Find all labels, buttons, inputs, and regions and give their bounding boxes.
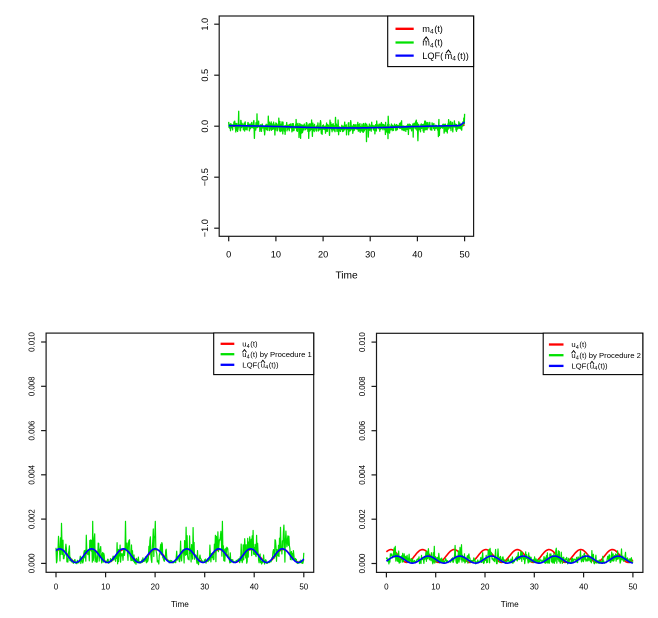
svg-text:4: 4 [452, 55, 456, 62]
svg-text:−1.0: −1.0 [200, 219, 210, 237]
svg-text:4: 4 [576, 356, 579, 362]
svg-text:20: 20 [318, 249, 328, 259]
svg-text:(t)): (t)) [269, 361, 279, 370]
svg-text:4: 4 [247, 355, 250, 361]
svg-text:LQF(: LQF( [242, 361, 260, 370]
svg-text:u: u [590, 362, 594, 371]
svg-text:50: 50 [628, 583, 637, 592]
svg-text:0.008: 0.008 [358, 376, 367, 396]
svg-text:m: m [422, 38, 430, 48]
svg-text:1.0: 1.0 [200, 18, 210, 31]
svg-text:20: 20 [481, 583, 490, 592]
svg-text:50: 50 [299, 583, 308, 592]
svg-text:10: 10 [431, 583, 440, 592]
svg-text:(t): (t) [434, 38, 443, 48]
svg-text:LQF(: LQF( [571, 362, 589, 371]
svg-text:(t)): (t)) [457, 51, 469, 61]
svg-text:4: 4 [247, 344, 250, 350]
svg-text:4: 4 [594, 366, 597, 372]
svg-text:m: m [445, 51, 453, 61]
svg-text:0.004: 0.004 [358, 464, 367, 484]
svg-text:0: 0 [226, 249, 231, 259]
svg-text:50: 50 [459, 249, 469, 259]
svg-text:m: m [422, 24, 430, 34]
svg-text:0.006: 0.006 [28, 420, 37, 440]
svg-text:u: u [242, 340, 246, 349]
svg-text:0: 0 [54, 583, 59, 592]
svg-text:0.010: 0.010 [358, 332, 367, 352]
svg-text:(t): (t) [250, 340, 258, 349]
svg-text:0.000: 0.000 [28, 553, 37, 573]
svg-text:30: 30 [200, 583, 209, 592]
svg-text:(t): (t) [434, 24, 443, 34]
svg-text:0: 0 [384, 583, 389, 592]
svg-text:0.000: 0.000 [358, 553, 367, 573]
svg-text:10: 10 [101, 583, 110, 592]
svg-text:30: 30 [530, 583, 539, 592]
svg-text:30: 30 [365, 249, 375, 259]
svg-text:10: 10 [271, 249, 281, 259]
svg-text:u: u [571, 340, 575, 349]
svg-text:u: u [261, 361, 265, 370]
svg-text:0.002: 0.002 [28, 509, 37, 529]
svg-text:(t)): (t)) [598, 362, 608, 371]
svg-text:0.0: 0.0 [200, 120, 210, 133]
svg-text:(t) by Procedure 1: (t) by Procedure 1 [250, 350, 312, 359]
svg-text:40: 40 [250, 583, 259, 592]
svg-text:0.5: 0.5 [200, 69, 210, 82]
svg-text:Time: Time [501, 600, 519, 609]
svg-text:−0.5: −0.5 [200, 168, 210, 186]
svg-text:(t): (t) [579, 340, 587, 349]
svg-text:Time: Time [335, 271, 358, 282]
svg-text:0.004: 0.004 [28, 464, 37, 484]
svg-text:4: 4 [430, 42, 434, 49]
svg-text:LQF(: LQF( [422, 51, 443, 61]
svg-text:40: 40 [579, 583, 588, 592]
svg-text:0.006: 0.006 [358, 420, 367, 440]
svg-text:u: u [571, 351, 575, 360]
svg-text:4: 4 [430, 29, 434, 36]
svg-text:4: 4 [265, 365, 268, 371]
svg-text:(t) by Procedure 2: (t) by Procedure 2 [579, 351, 641, 360]
svg-text:u: u [242, 350, 246, 359]
svg-text:0.010: 0.010 [28, 332, 37, 352]
svg-text:Time: Time [171, 600, 189, 609]
svg-text:40: 40 [412, 249, 422, 259]
svg-text:4: 4 [576, 345, 579, 351]
svg-text:0.008: 0.008 [28, 376, 37, 396]
svg-text:20: 20 [151, 583, 160, 592]
svg-text:0.002: 0.002 [358, 509, 367, 529]
